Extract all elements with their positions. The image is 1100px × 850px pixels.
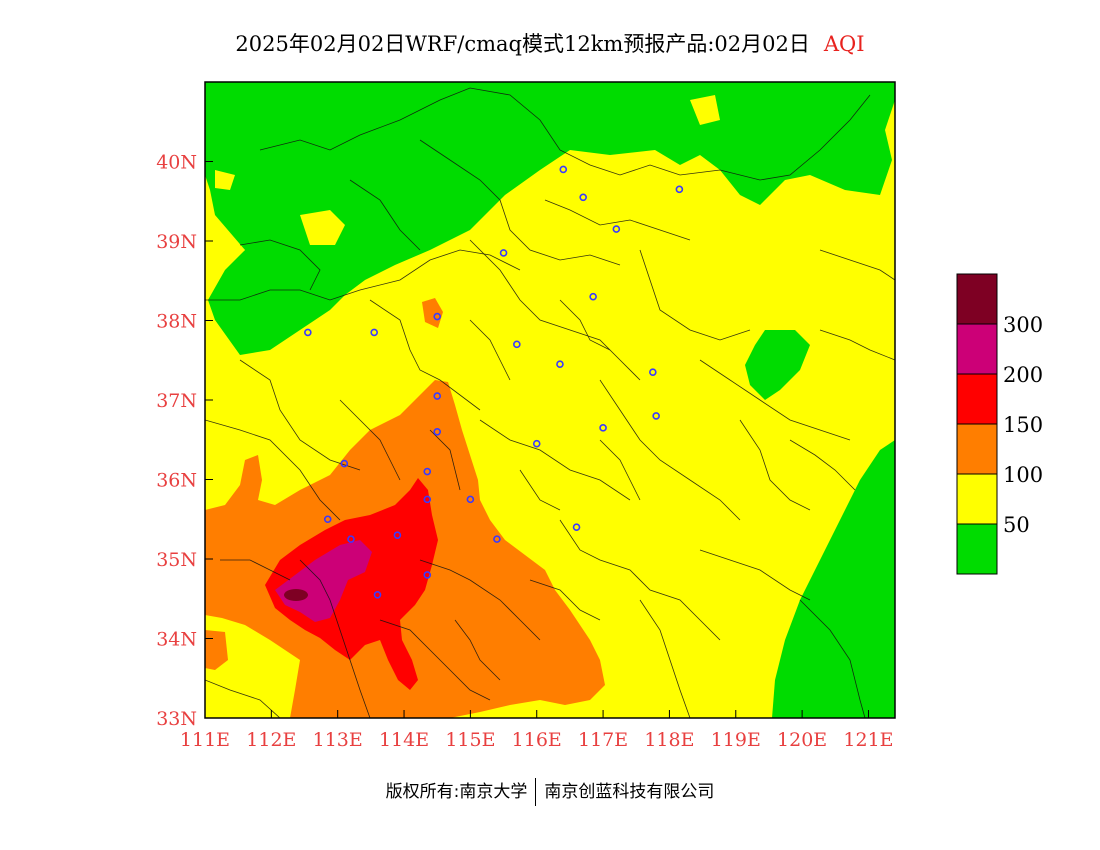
lat-tick-label: 40N xyxy=(156,152,197,174)
lat-tick-label: 37N xyxy=(156,390,197,412)
city-marker xyxy=(433,392,442,400)
city-marker xyxy=(423,495,432,504)
city-marker xyxy=(675,185,684,194)
city-marker xyxy=(559,165,568,174)
map-title: 2025年02月02日WRF/cmaq模式12km预报产品:02月02日 AQI xyxy=(0,28,1100,58)
city-marker xyxy=(423,571,432,579)
city-marker xyxy=(556,360,564,369)
lat-tick-label: 34N xyxy=(156,629,197,651)
aqi-band-50-100-inlet-2 xyxy=(215,170,235,190)
legend-label: 150 xyxy=(1003,413,1043,437)
city-marker xyxy=(532,439,541,448)
legend-label: 50 xyxy=(1003,513,1030,537)
latitude-tick-labels: 33N 34N 35N 36N 37N 38N 39N 40N xyxy=(156,152,197,731)
legend-label: 300 xyxy=(1003,313,1043,337)
legend-swatch xyxy=(956,473,998,525)
aqi-band-100-150-island xyxy=(205,630,228,670)
lon-tick-label: 120E xyxy=(777,729,827,751)
city-marker xyxy=(612,225,621,233)
aqi-band-0-50-north xyxy=(205,82,895,355)
lon-tick-label: 114E xyxy=(379,729,429,751)
aqi-legend: 50 100 150 200 300 xyxy=(956,273,1043,575)
city-marker xyxy=(649,368,657,376)
city-marker xyxy=(347,535,355,543)
copyright-text: 版权所有:南京大学 xyxy=(385,782,528,802)
lon-tick-label: 111E xyxy=(180,729,230,751)
longitude-tick-labels: 111E 112E 113E 114E 115E 116E 117E 118E 119E 120E… xyxy=(180,729,894,751)
lat-tick-label: 36N xyxy=(156,470,197,492)
aqi-band-50-100-inlet-3 xyxy=(205,235,245,265)
lon-tick-label: 112E xyxy=(246,729,296,751)
footer-credits: 版权所有:南京大学 南京创蓝科技有限公司 xyxy=(0,777,1100,806)
lon-tick-label: 121E xyxy=(843,729,893,751)
lon-tick-label: 116E xyxy=(512,729,562,751)
legend-label: 100 xyxy=(1003,463,1043,487)
legend-swatch xyxy=(956,523,998,575)
lat-tick-label: 35N xyxy=(156,549,197,571)
lat-tick-label: 33N xyxy=(156,708,197,730)
legend-swatch xyxy=(956,373,998,425)
lat-tick-label: 39N xyxy=(156,231,197,253)
aqi-band-150-200 xyxy=(265,478,438,690)
city-marker xyxy=(393,531,402,539)
city-marker xyxy=(513,340,521,349)
city-marker xyxy=(340,459,349,468)
legend-swatch xyxy=(956,273,998,325)
admin-boundaries xyxy=(205,87,895,718)
city-markers xyxy=(304,165,684,599)
aqi-band-50-100-inlet-4 xyxy=(880,235,895,260)
city-marker xyxy=(466,495,475,504)
city-marker xyxy=(652,412,660,420)
city-marker xyxy=(572,523,581,532)
city-marker xyxy=(433,312,442,321)
aqi-field xyxy=(205,82,895,718)
title-text: 2025年02月02日WRF/cmaq模式12km预报产品:02月02日 xyxy=(235,32,810,56)
legend-swatch xyxy=(956,423,998,475)
footer-separator xyxy=(535,778,537,806)
city-marker xyxy=(499,249,508,257)
company-text: 南京创蓝科技有限公司 xyxy=(544,782,715,802)
city-marker xyxy=(599,424,607,432)
aqi-band-300-plus xyxy=(284,589,308,601)
city-marker xyxy=(423,467,432,476)
lon-tick-label: 117E xyxy=(578,729,628,751)
aqi-band-0-50-shandong xyxy=(745,330,810,400)
city-marker xyxy=(373,590,382,599)
lon-tick-label: 118E xyxy=(644,729,694,751)
city-marker xyxy=(493,535,501,543)
legend-swatch xyxy=(956,323,998,375)
aqi-band-50-100-inlet-5 xyxy=(690,95,720,125)
city-marker xyxy=(579,193,587,202)
lon-tick-label: 119E xyxy=(711,729,761,751)
legend-label: 200 xyxy=(1003,363,1043,387)
variable-label: AQI xyxy=(823,32,865,56)
aqi-band-0-50-southeast xyxy=(772,440,895,718)
lon-tick-label: 115E xyxy=(445,729,495,751)
aqi-band-100-150-patch xyxy=(422,298,443,328)
lon-tick-label: 113E xyxy=(313,729,363,751)
aqi-band-200-300 xyxy=(275,540,372,622)
city-marker xyxy=(370,328,378,337)
city-marker xyxy=(589,292,597,301)
city-marker xyxy=(323,515,332,524)
city-marker xyxy=(304,328,312,337)
city-marker xyxy=(433,427,442,436)
axis-ticks xyxy=(204,161,869,719)
lat-tick-label: 38N xyxy=(156,311,197,333)
aqi-band-50-100-inlet-1 xyxy=(300,210,345,245)
